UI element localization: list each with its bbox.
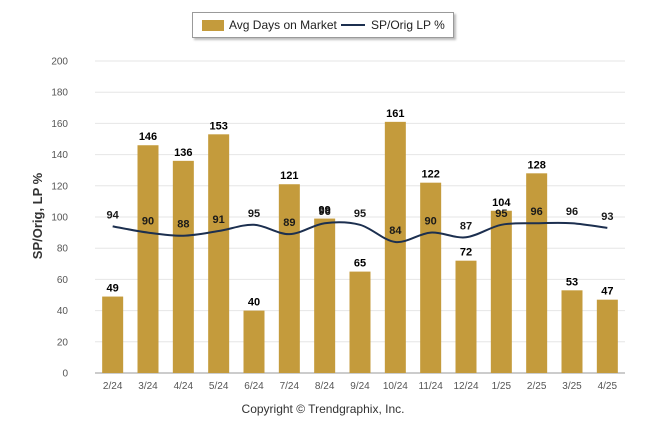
line-series <box>112 221 608 243</box>
y-tick-label: 200 <box>51 57 68 68</box>
line-value-label: 96 <box>319 206 331 218</box>
x-tick-label: 12/24 <box>453 381 478 392</box>
line-value-label: 90 <box>425 216 437 228</box>
x-tick-label: 3/25 <box>562 381 582 392</box>
bar <box>278 184 300 373</box>
bar <box>561 290 583 373</box>
bar <box>102 296 124 373</box>
x-tick-label: 6/24 <box>244 381 264 392</box>
y-tick-label: 160 <box>51 119 68 130</box>
bar <box>172 160 194 373</box>
x-tick-label: 8/24 <box>315 381 335 392</box>
line-value-label: 95 <box>495 208 507 220</box>
y-axis-title: SP/Orig, LP % <box>30 172 45 259</box>
line-value-label: 91 <box>213 214 225 226</box>
x-tick-label: 4/24 <box>174 381 194 392</box>
x-tick-label: 5/24 <box>209 381 229 392</box>
line-value-label: 84 <box>389 225 402 237</box>
bar <box>455 260 477 373</box>
line-value-label: 94 <box>107 209 120 221</box>
x-tick-label: 11/24 <box>419 381 444 392</box>
bar-value-label: 99 <box>319 205 331 217</box>
x-tick-label: 2/25 <box>527 381 547 392</box>
x-tick-label: 7/24 <box>280 381 300 392</box>
copyright-text: Copyright © Trendgraphix, Inc. <box>241 402 405 416</box>
bar-value-label: 122 <box>421 169 439 181</box>
legend: Avg Days on Market SP/Orig LP % <box>192 12 454 38</box>
bar-value-label: 47 <box>601 286 613 298</box>
x-axis-ticks: 2/24 3/24 4/24 5/24 6/24 7/24 8/24 9/24 10/24 11/… <box>103 381 618 392</box>
bar <box>596 299 618 373</box>
y-axis-ticks: 0 20 40 60 80 100 120 140 160 180 200 <box>51 57 68 380</box>
bar <box>349 271 371 373</box>
bar <box>243 310 265 373</box>
bar-value-label: 53 <box>566 276 578 288</box>
x-tick-label: 4/25 <box>598 381 618 392</box>
y-tick-label: 0 <box>62 369 68 380</box>
y-tick-label: 40 <box>57 306 69 317</box>
x-tick-label: 1/25 <box>492 381 512 392</box>
bar-data-labels: 49 146 136 153 40 121 99 65 161 122 72 104 128 53 47 <box>107 108 614 309</box>
bar-value-label: 161 <box>386 108 404 120</box>
x-tick-label: 10/24 <box>383 381 408 392</box>
y-tick-label: 100 <box>51 213 68 224</box>
bar-value-label: 153 <box>209 120 227 132</box>
line-value-label: 95 <box>354 208 366 220</box>
bar-value-label: 146 <box>139 131 157 143</box>
bar-value-label: 121 <box>280 170 298 182</box>
line-value-label: 90 <box>142 216 154 228</box>
bar <box>384 121 406 373</box>
y-tick-label: 20 <box>57 337 69 348</box>
y-tick-label: 120 <box>51 181 68 192</box>
y-tick-label: 180 <box>51 88 68 99</box>
line-value-label: 93 <box>601 211 613 223</box>
bar <box>526 173 548 373</box>
x-tick-label: 3/24 <box>138 381 158 392</box>
bar <box>490 210 512 373</box>
bar-value-label: 136 <box>174 147 192 159</box>
line-data-labels: 94 90 88 91 95 89 96 95 84 90 87 95 96 96 93 <box>107 206 614 237</box>
x-tick-label: 2/24 <box>103 381 123 392</box>
line-value-label: 96 <box>531 206 543 218</box>
bar <box>420 182 442 373</box>
legend-line-label: SP/Orig LP % <box>371 18 445 32</box>
sp-orig-lp-line <box>112 221 608 243</box>
line-value-label: 89 <box>283 217 295 229</box>
line-value-label: 96 <box>566 206 578 218</box>
y-tick-label: 80 <box>57 244 69 255</box>
bar-series <box>102 121 618 373</box>
bar-value-label: 49 <box>107 283 119 295</box>
y-tick-label: 140 <box>51 150 68 161</box>
bar <box>314 218 336 373</box>
bar-value-label: 72 <box>460 247 472 259</box>
line-value-label: 95 <box>248 208 260 220</box>
line-value-label: 88 <box>177 219 189 231</box>
legend-bar-label: Avg Days on Market <box>229 18 337 32</box>
bar-value-label: 40 <box>248 297 260 309</box>
bar-value-label: 128 <box>527 159 545 171</box>
legend-line-swatch <box>341 24 365 26</box>
bar <box>137 145 159 373</box>
x-tick-label: 9/24 <box>350 381 370 392</box>
bar-value-label: 65 <box>354 258 366 270</box>
bar-value-label: 104 <box>492 197 511 209</box>
bar <box>208 134 230 373</box>
legend-bar-swatch <box>202 20 224 31</box>
line-value-label: 87 <box>460 220 472 232</box>
y-tick-label: 60 <box>57 275 69 286</box>
